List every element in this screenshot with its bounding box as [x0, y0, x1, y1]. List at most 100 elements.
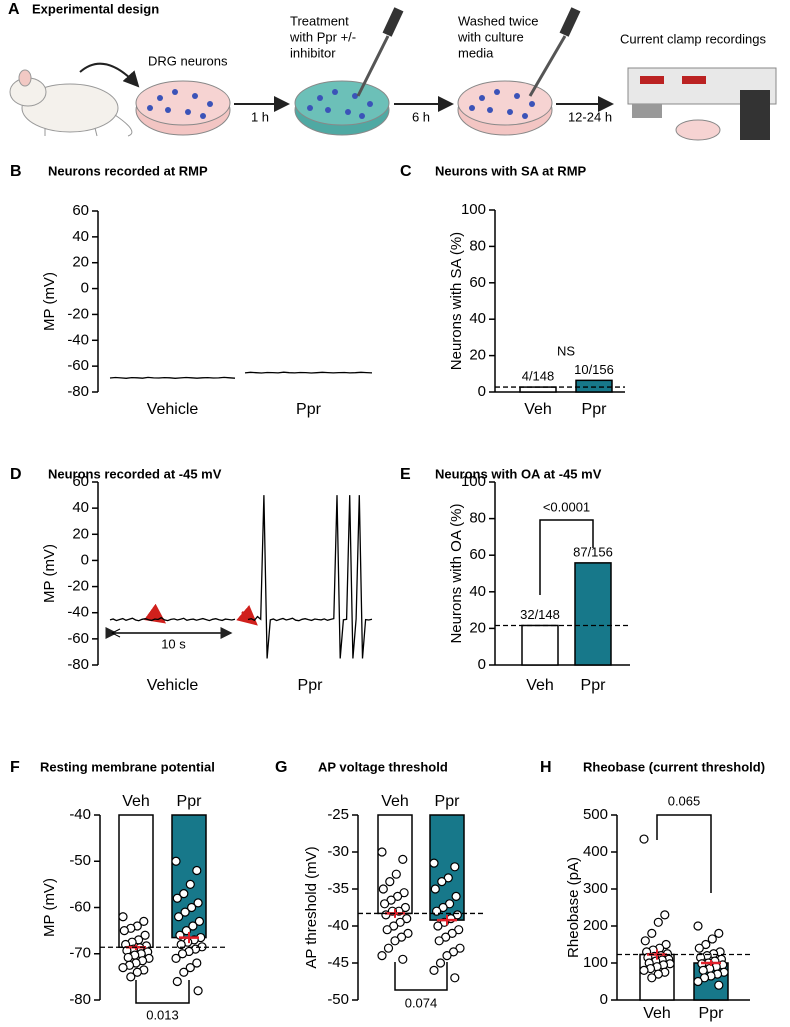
data-point	[450, 862, 460, 872]
panel-title: Neurons with SA at RMP	[435, 163, 587, 178]
y-tick-label: 0	[478, 383, 486, 400]
y-tick-label: -45	[327, 954, 349, 971]
y-tick-label: 80	[469, 510, 486, 527]
panel-title: Experimental design	[32, 1, 159, 16]
y-tick-label: 200	[583, 917, 608, 934]
trace	[247, 495, 373, 659]
step-label: Current clamp recordings	[620, 31, 766, 46]
y-tick-label: 100	[461, 201, 486, 218]
y-tick-label: -70	[69, 945, 91, 962]
y-tick-label: 0	[81, 280, 89, 297]
data-point	[172, 893, 182, 903]
data-point	[639, 834, 649, 844]
y-tick-label: -80	[67, 383, 89, 400]
category-label: Vehicle	[147, 401, 199, 418]
value-label: 10/156	[574, 362, 614, 377]
arrow	[143, 603, 167, 624]
data-point	[450, 973, 460, 983]
data-point	[377, 847, 387, 857]
data-point	[185, 879, 195, 889]
category-label: Ppr	[699, 1005, 725, 1022]
data-point	[180, 907, 190, 917]
y-tick-label: -25	[327, 806, 349, 823]
panel-letter: F	[10, 759, 20, 776]
data-point	[707, 934, 717, 944]
y-tick-label: -50	[69, 852, 91, 869]
data-point	[639, 965, 649, 976]
category-label: Ppr	[582, 401, 608, 418]
data-point	[390, 936, 400, 946]
y-tick-label: 20	[469, 619, 486, 636]
y-tick-label: 100	[583, 954, 608, 971]
category-label: Ppr	[581, 677, 607, 694]
panel-title: Neurons recorded at -45 mV	[48, 466, 222, 481]
category-label: Veh	[643, 1005, 671, 1022]
data-point	[171, 953, 181, 963]
data-point	[192, 865, 202, 876]
y-tick-label: 300	[583, 880, 608, 897]
y-tick-label: -40	[67, 604, 89, 621]
data-point	[139, 916, 149, 926]
y-tick-label: 60	[72, 473, 89, 490]
panel-title: Neurons recorded at RMP	[48, 163, 208, 178]
panel-title: Rheobase (current threshold)	[583, 759, 765, 774]
y-tick-label: -40	[327, 917, 349, 934]
trace	[109, 376, 236, 379]
step-label: with Ppr +/-	[289, 29, 356, 44]
step-label: Washed twice	[458, 13, 538, 28]
data-point	[435, 958, 446, 968]
step-time: 1 h	[251, 109, 269, 124]
data-point	[430, 884, 440, 894]
panel-letter: G	[275, 759, 287, 776]
data-point	[653, 917, 663, 927]
y-tick-label: -40	[67, 331, 89, 348]
dish	[135, 80, 231, 136]
y-tick-label: 400	[583, 843, 608, 860]
y-tick-label: -30	[327, 843, 349, 860]
data-point	[140, 930, 150, 940]
trace	[109, 616, 236, 622]
data-point	[179, 889, 189, 899]
panel-letter: E	[400, 466, 411, 483]
data-point	[118, 963, 128, 973]
rat	[9, 69, 133, 137]
data-point	[380, 899, 390, 909]
bracket	[656, 814, 712, 893]
category-label: Ppr	[298, 677, 324, 694]
panel-letter: H	[540, 759, 552, 776]
y-tick-label: 0	[81, 551, 89, 568]
data-point	[437, 876, 447, 887]
step-time: 12-24 h	[568, 109, 612, 124]
pipette	[528, 7, 581, 97]
data-point	[451, 891, 461, 902]
step-label: with culture	[457, 29, 524, 44]
panel-letter: D	[10, 466, 22, 483]
category-label: Veh	[524, 401, 552, 418]
y-tick-label: 500	[583, 806, 608, 823]
y-tick-label: 0	[478, 656, 486, 673]
data-point	[391, 869, 401, 879]
category-label: Ppr	[435, 793, 461, 810]
value-label: 32/148	[520, 607, 560, 622]
data-point	[660, 910, 670, 920]
y-tick-label: 60	[469, 274, 486, 291]
y-axis-label: MP (mV)	[41, 878, 58, 937]
y-tick-label: -80	[67, 656, 89, 673]
category-label: Ppr	[177, 793, 203, 810]
data-point	[188, 921, 198, 931]
data-point	[176, 939, 186, 950]
y-tick-label: -60	[67, 357, 89, 374]
y-tick-label: 20	[72, 525, 89, 542]
rig	[627, 67, 777, 141]
dish	[294, 80, 390, 136]
y-tick-label: -20	[67, 305, 89, 322]
y-tick-label: 40	[72, 499, 89, 516]
data-point	[693, 976, 703, 987]
data-point	[119, 926, 129, 936]
data-point	[179, 967, 189, 977]
y-tick-label: -20	[67, 578, 89, 595]
data-point	[647, 928, 657, 939]
panel-letter: C	[400, 163, 412, 180]
data-point	[187, 902, 197, 913]
